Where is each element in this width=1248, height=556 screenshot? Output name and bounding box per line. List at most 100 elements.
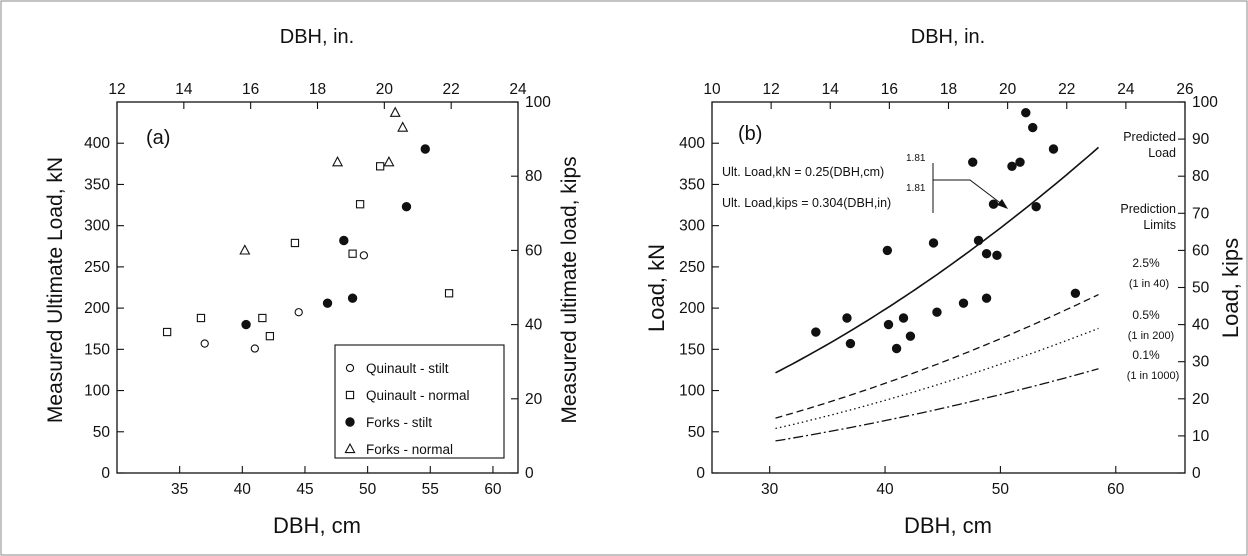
panel-b-point — [1021, 108, 1031, 118]
panel-b-point — [1070, 288, 1081, 298]
panel-b-y-tick-label: 0 — [696, 465, 705, 482]
panel-b-y2-tick-label: 70 — [1192, 205, 1210, 222]
panel-a-point-3 — [239, 244, 251, 255]
panel-b-curve-3 — [775, 368, 1099, 442]
panel-b-point — [928, 238, 939, 248]
legend-label-2: Forks - stilt — [366, 415, 432, 430]
panel-b-y-tick-label: 300 — [679, 218, 705, 235]
panel-a-point-1 — [290, 238, 300, 248]
panel-b-point — [811, 327, 821, 337]
panel-a-point-2 — [401, 202, 412, 212]
panel-b-x2-label: DBH, in. — [911, 26, 985, 48]
panel-a-y-tick-label: 0 — [101, 465, 110, 482]
limit-0-1-label: 0.1% — [1132, 348, 1160, 362]
equation-kips: Ult. Load,kips = 0.304(DBH,in) — [722, 196, 891, 210]
panel-b-y-tick-label: 400 — [679, 135, 705, 152]
panel-a-y2-tick-label: 80 — [525, 168, 543, 185]
legend-box — [334, 344, 505, 459]
equation-leader-line — [933, 179, 1004, 206]
panel-a-point-3 — [397, 121, 409, 132]
panel-b-point — [1028, 122, 1038, 133]
panel-b-x-label: DBH, cm — [904, 513, 992, 538]
equation-kn-exponent: 1.81 — [906, 153, 926, 164]
limit-2-5-sublabel: (1 in 40) — [1129, 278, 1169, 290]
panel-a-point-2 — [347, 293, 358, 303]
equation-kips-exponent: 1.81 — [906, 183, 926, 194]
panel-b-x2-tick-label: 12 — [763, 81, 780, 98]
panel-b-x2-tick-label: 16 — [881, 81, 898, 98]
panel-a-point-1 — [444, 289, 454, 298]
panel-b-curve-0 — [775, 146, 1100, 374]
panel-a-point-3 — [389, 106, 401, 117]
panel-b-x2-tick-label: 14 — [822, 81, 840, 98]
panel-b-y2-tick-label: 60 — [1192, 242, 1210, 259]
limit-0-5-label: 0.5% — [1132, 308, 1160, 322]
panel-a-point-1 — [258, 313, 267, 323]
panel-b-x2-tick-label: 26 — [1176, 81, 1193, 98]
legend-label-1: Quinault - normal — [366, 388, 470, 403]
panel-a-y-tick-label: 350 — [84, 176, 110, 193]
panel-a-y2-tick-label: 20 — [525, 391, 543, 408]
panel-a-point-2 — [322, 298, 333, 308]
panel-b-x2-tick-label: 18 — [940, 81, 957, 98]
panel-b-plot-frame — [711, 101, 1186, 474]
limit-0-1-sublabel: (1 in 1000) — [1127, 370, 1180, 382]
legend-marker-0 — [345, 363, 355, 373]
panel-b-point — [898, 313, 909, 323]
panel-b-point — [988, 199, 999, 209]
panel-b-label: (b) — [738, 123, 762, 145]
panel-a-x2-tick-label: 12 — [108, 81, 125, 98]
panel-a-y-tick-label: 150 — [84, 341, 110, 358]
panel-a-point-3 — [332, 156, 344, 167]
panel-a-y-tick-label: 50 — [93, 424, 111, 441]
legend-marker-1 — [345, 390, 355, 400]
prediction-limits-label-1: Prediction — [1120, 202, 1176, 216]
panel-b-point — [891, 343, 902, 354]
panel-b-y-tick-label: 200 — [679, 300, 705, 317]
panel-a-y2-tick-label: 40 — [525, 317, 543, 334]
panel-b-point — [973, 235, 984, 246]
panel-b-x-tick-label: 30 — [761, 481, 779, 498]
panel-a-y-label: Measured Ultimate Load, kN — [44, 157, 67, 423]
panel-a-x-tick-label: 35 — [171, 481, 188, 498]
panel-a-x2-tick-label: 22 — [443, 81, 460, 98]
panel-b-y2-tick-label: 90 — [1192, 131, 1210, 148]
panel-a-x2-tick-label: 16 — [242, 81, 259, 98]
panel-a-x-tick-label: 40 — [234, 481, 252, 498]
panel-a-x-label: DBH, cm — [273, 513, 361, 538]
panel-b-point — [1007, 161, 1017, 172]
panel-a-point-2 — [241, 319, 251, 330]
panel-a-point-0 — [294, 308, 303, 317]
panel-a-x-tick-label: 50 — [359, 481, 377, 498]
panel-b-y2-tick-label: 20 — [1192, 391, 1210, 408]
panel-b-y-tick-label: 250 — [679, 259, 705, 276]
panel-b-y-tick-label: 350 — [679, 176, 705, 193]
legend-marker-2 — [345, 417, 355, 427]
panel-b-x-tick-label: 50 — [992, 481, 1010, 498]
panel-a-point-2 — [339, 235, 349, 246]
panel-b-x2-tick-label: 22 — [1058, 81, 1075, 98]
panel-b-y-tick-label: 100 — [679, 383, 705, 400]
panel-b-point — [981, 293, 992, 303]
panel-a-x2-tick-label: 24 — [509, 81, 527, 98]
panel-a-point-2 — [420, 144, 430, 154]
legend-label-3: Forks - normal — [366, 442, 453, 457]
panel-b-point — [905, 331, 916, 341]
legend-label-0: Quinault - stilt — [366, 361, 449, 376]
panel-b-y2-tick-label: 40 — [1192, 317, 1210, 334]
panel-b-y-tick-label: 150 — [679, 341, 705, 358]
panel-a-x2-tick-label: 14 — [175, 81, 193, 98]
panel-a-point-0 — [359, 251, 369, 260]
panel-a-label: (a) — [146, 127, 170, 149]
panel-a-point-1 — [376, 162, 385, 171]
equation-kn: Ult. Load,kN = 0.25(DBH,cm) — [722, 165, 884, 179]
panel-b-y-tick-label: 50 — [688, 424, 706, 441]
panel-a-legend: Quinault - stilt Quinault - normal Forks -… — [334, 344, 505, 459]
panel-b-point — [842, 313, 852, 323]
panel-a-point-0 — [200, 339, 209, 348]
panel-a-point-1 — [355, 200, 365, 209]
panel-a-y-tick-label: 400 — [84, 135, 110, 152]
predicted-load-label-2: Load — [1148, 146, 1176, 160]
